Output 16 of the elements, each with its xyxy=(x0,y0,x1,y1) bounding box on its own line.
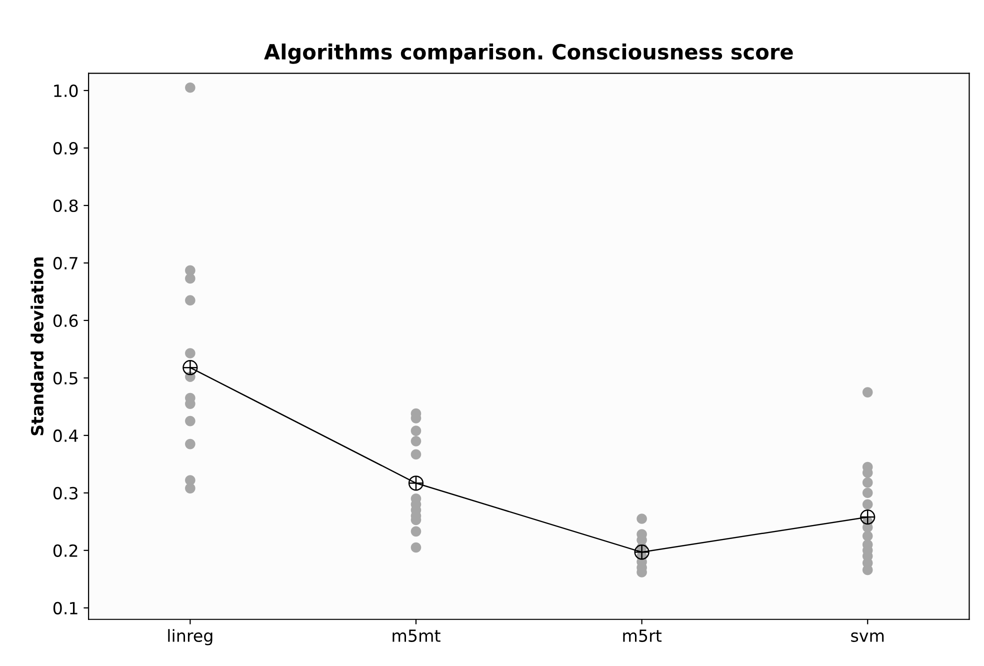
x-tick-label: linreg xyxy=(168,629,212,646)
x-tick-label: m5mt xyxy=(392,630,440,642)
y-tick-label: 0.8 xyxy=(53,199,78,212)
y-tick-label: 0.3 xyxy=(53,486,78,500)
y-axis-title: Standard deviation xyxy=(30,257,44,436)
y-tick-label: 0.4 xyxy=(53,429,78,442)
y-tick-label: 0.5 xyxy=(53,372,78,385)
x-tick-label: m5rt xyxy=(623,630,662,642)
chart-title: Algorithms comparison. Consciousness score xyxy=(264,44,793,64)
y-tick-label: 1.0 xyxy=(54,84,78,98)
y-tick-label: 0.9 xyxy=(53,142,78,155)
y-tick-label: 0.1 xyxy=(53,602,78,614)
y-tick-label: 0.6 xyxy=(53,314,78,328)
y-tick-label: 0.7 xyxy=(53,256,78,270)
x-tick-label: svm xyxy=(851,632,884,642)
y-tick-label: 0.2 xyxy=(53,544,78,557)
